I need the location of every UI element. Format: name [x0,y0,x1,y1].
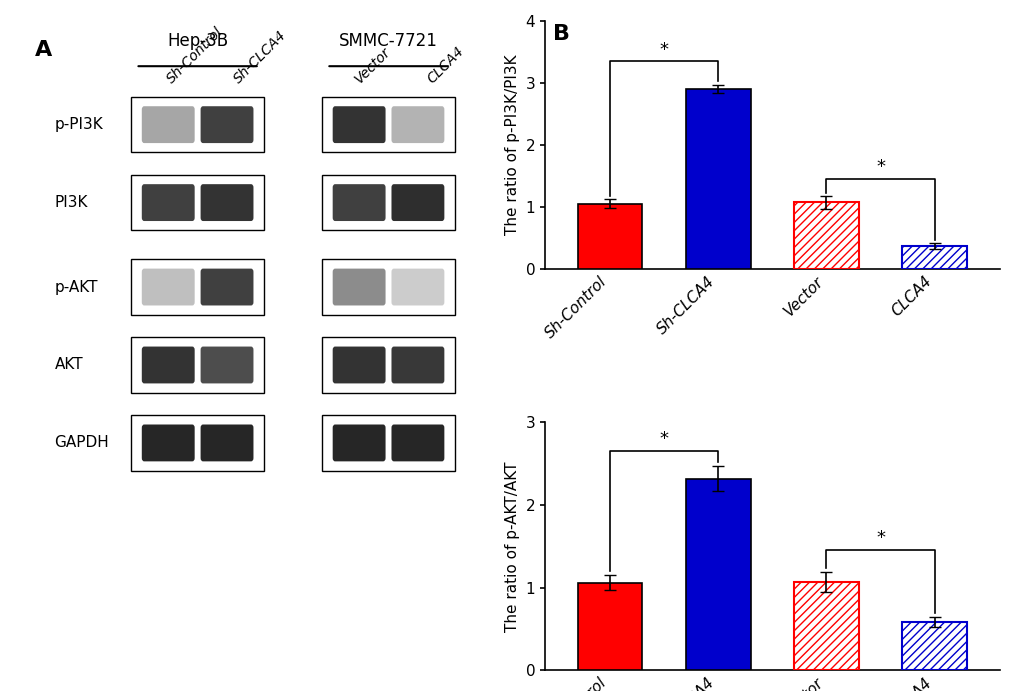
Bar [130,97,264,152]
Bar [130,175,264,230]
Bar [321,175,454,230]
Text: *: * [659,41,668,59]
Text: *: * [875,529,884,547]
Text: p-PI3K: p-PI3K [54,117,103,132]
Text: Hep-3B: Hep-3B [167,32,228,50]
Bar [321,415,454,471]
FancyBboxPatch shape [201,184,253,221]
Text: *: * [875,158,884,176]
Bar [130,415,264,471]
FancyBboxPatch shape [201,347,253,384]
Text: Vector: Vector [353,44,393,86]
Text: AKT: AKT [54,357,83,372]
Bar [321,259,454,314]
Text: GAPDH: GAPDH [54,435,109,451]
Text: A: A [36,40,53,60]
FancyBboxPatch shape [142,269,195,305]
Text: p-AKT: p-AKT [54,280,98,294]
Text: CLCA4: CLCA4 [424,44,467,86]
Text: Sh-CLCA4: Sh-CLCA4 [231,28,288,86]
FancyBboxPatch shape [332,347,385,384]
FancyBboxPatch shape [391,424,444,462]
FancyBboxPatch shape [142,347,195,384]
FancyBboxPatch shape [332,184,385,221]
Bar [130,259,264,314]
FancyBboxPatch shape [142,184,195,221]
Bar [321,337,454,392]
Bar [577,204,642,269]
FancyBboxPatch shape [201,424,253,462]
Bar [130,337,264,392]
Bar [685,89,750,269]
Y-axis label: The ratio of p-PI3K/PI3K: The ratio of p-PI3K/PI3K [504,55,520,235]
Bar [902,623,966,670]
FancyBboxPatch shape [391,347,444,384]
Bar [321,97,454,152]
FancyBboxPatch shape [201,269,253,305]
Bar [577,583,642,670]
FancyBboxPatch shape [332,269,385,305]
Bar [902,246,966,269]
FancyBboxPatch shape [332,424,385,462]
FancyBboxPatch shape [391,106,444,143]
Text: PI3K: PI3K [54,195,88,210]
FancyBboxPatch shape [201,106,253,143]
FancyBboxPatch shape [332,106,385,143]
FancyBboxPatch shape [142,106,195,143]
Text: SMMC-7721: SMMC-7721 [338,32,437,50]
Text: B: B [552,24,570,44]
FancyBboxPatch shape [142,424,195,462]
FancyBboxPatch shape [391,269,444,305]
Y-axis label: The ratio of p-AKT/AKT: The ratio of p-AKT/AKT [504,461,520,632]
FancyBboxPatch shape [391,184,444,221]
Bar [793,582,858,670]
Bar [793,202,858,269]
Text: Sh-Control: Sh-Control [164,24,225,86]
Text: *: * [659,430,668,448]
Bar [685,479,750,670]
